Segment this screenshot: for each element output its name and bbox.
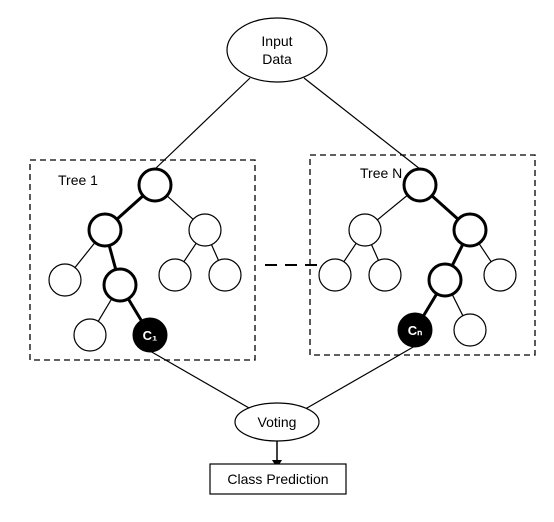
tree-n-node <box>319 259 351 291</box>
tree-1-node <box>139 169 171 201</box>
tree-n-node-label: Cₙ <box>408 323 423 338</box>
tree-n-node <box>454 314 486 346</box>
tree-1-node <box>189 214 221 246</box>
tree-1-node <box>209 259 241 291</box>
tree-1-node <box>89 214 121 246</box>
input-label-2: Data <box>262 51 292 67</box>
tree-1-node <box>74 319 106 351</box>
tree-n-node <box>404 169 436 201</box>
tree-n-node <box>369 259 401 291</box>
tree-1-node <box>49 264 81 296</box>
tree-1-label: Tree 1 <box>58 172 98 188</box>
tree-n-label: Tree N <box>360 165 402 181</box>
tree-1-node <box>159 259 191 291</box>
tree-n-node <box>429 264 461 296</box>
tree-n-node <box>454 214 486 246</box>
input-ellipse <box>227 18 327 82</box>
tree-n-node <box>484 259 516 291</box>
output-label: Class Prediction <box>227 471 328 487</box>
tree-1-node <box>104 269 136 301</box>
tree-1-node-label: C₁ <box>143 328 158 343</box>
input-label-1: Input <box>261 33 292 49</box>
voting-label: Voting <box>258 414 297 430</box>
tree-n-node <box>349 214 381 246</box>
